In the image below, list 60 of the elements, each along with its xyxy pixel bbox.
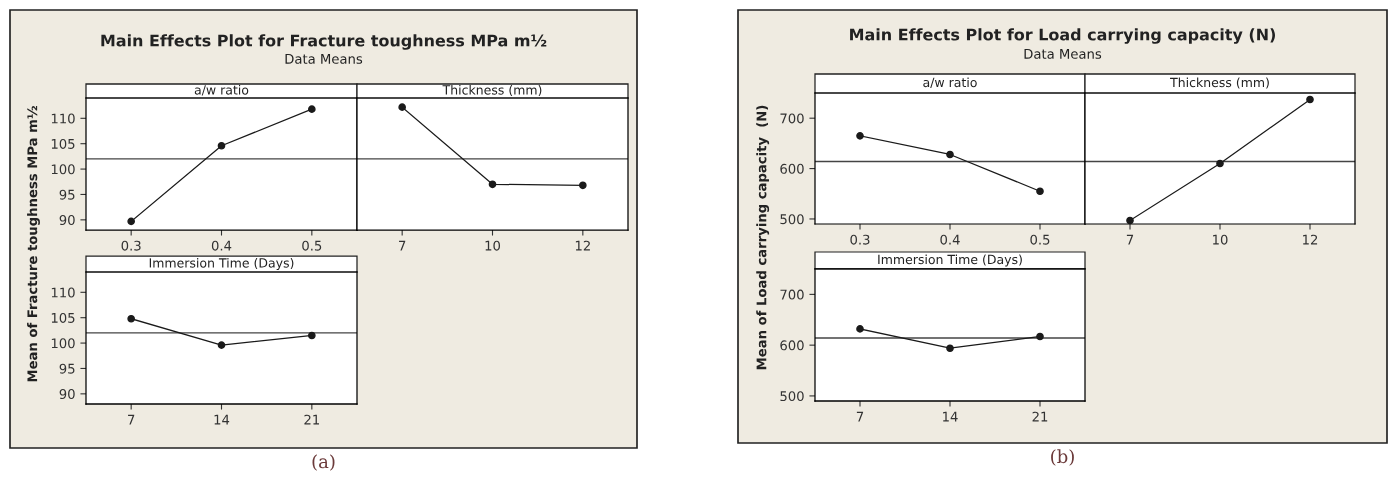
text: Main Effects Plot for Fracture toughness MPa m½: [101, 34, 547, 50]
y-tick-label: 105: [51, 312, 75, 323]
y-axis-title: Mean of Load carrying capacity (N): [756, 105, 770, 370]
point: [1036, 332, 1044, 341]
y-tick-label: 95: [59, 363, 75, 374]
x-tick-label: 10: [485, 240, 501, 251]
point: [946, 344, 954, 353]
x-tick-label: 0.3: [850, 234, 870, 245]
chart-title: Thickness (mm): [442, 84, 542, 97]
point: [308, 331, 316, 340]
text: Data Means: [1024, 49, 1102, 59]
y-tick-label: 90: [59, 215, 75, 226]
text: (b): [1051, 449, 1074, 466]
x-tick-label: 14: [214, 414, 230, 425]
y-tick-label: 105: [51, 138, 75, 149]
chart-title: Thickness (mm): [1170, 77, 1269, 89]
y-tick-label: 700: [780, 289, 804, 300]
x-tick-label: 21: [1032, 411, 1048, 422]
chart-title: Immersion Time (Days): [878, 254, 1022, 267]
y-tick-label: 110: [51, 287, 75, 298]
x-tick-label: 21: [304, 414, 320, 425]
x-tick-label: 0.5: [1030, 234, 1050, 245]
point: [127, 217, 135, 226]
chart-title: a/w ratio: [923, 77, 977, 89]
point: [127, 314, 135, 323]
y-tick-label: 95: [59, 189, 75, 200]
point: [856, 325, 864, 333]
x-tick-label: 7: [128, 414, 135, 425]
y-axis-title: Mean of Fracture toughness MPa m½: [27, 106, 40, 382]
chart-title: a/w ratio: [194, 84, 249, 96]
text: Main Effects Plot for Load carrying capacity (N): [850, 28, 1275, 44]
point: [946, 150, 954, 159]
y-tick-label: 700: [780, 113, 804, 124]
point: [217, 141, 226, 150]
x-tick-label: 7: [856, 411, 864, 422]
point: [308, 105, 316, 113]
y-tick-label: 500: [780, 214, 804, 225]
point: [1036, 187, 1044, 196]
y-tick-label: 90: [59, 389, 75, 400]
y-tick-label: 100: [51, 164, 75, 175]
x-tick-label: 7: [399, 240, 406, 251]
y-tick-label: 500: [780, 391, 804, 402]
x-tick-label: 7: [1126, 234, 1134, 245]
point: [856, 132, 864, 140]
point: [217, 341, 226, 349]
x-tick-label: 0.5: [302, 240, 322, 251]
text: (a): [312, 454, 335, 471]
x-tick-label: 0.3: [121, 240, 141, 251]
x-tick-label: 0.4: [940, 234, 960, 245]
x-tick-label: 12: [1303, 234, 1318, 245]
text: Data Means: [285, 54, 363, 64]
x-tick-label: 10: [1213, 234, 1228, 245]
y-tick-label: 600: [780, 163, 804, 174]
chart-title: Immersion Time (Days): [149, 257, 294, 271]
y-tick-label: 100: [51, 338, 75, 349]
x-tick-label: 14: [943, 411, 958, 422]
y-tick-label: 600: [780, 340, 804, 351]
x-tick-label: 0.4: [211, 240, 232, 251]
y-tick-label: 110: [51, 113, 75, 124]
x-tick-label: 12: [575, 240, 590, 251]
